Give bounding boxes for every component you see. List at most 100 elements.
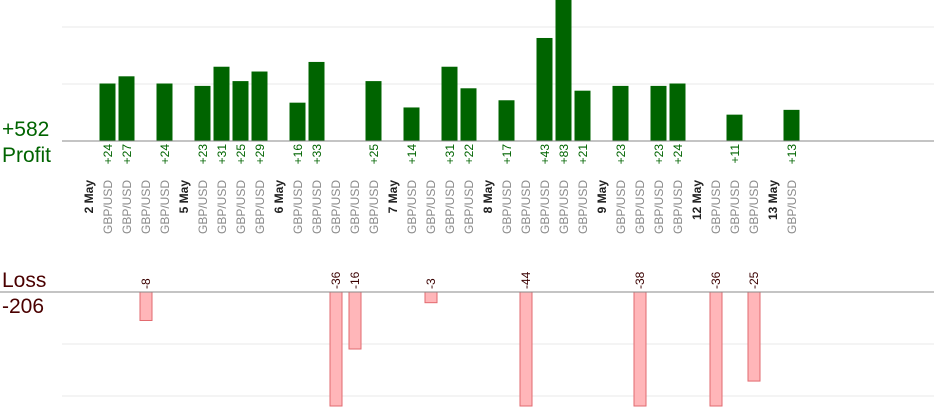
profit-value-label: +29 [253,144,267,165]
pair-label: GBP/USD [614,180,628,234]
profit-value-label: +22 [462,144,476,165]
loss-value-label: -36 [709,271,723,289]
date-label: 7 May [386,180,400,214]
profit-value-label: +24 [101,144,115,165]
pair-label: GBP/USD [671,180,685,234]
profit-value-label: +23 [196,144,210,165]
profit-value-label: +16 [291,144,305,165]
profit-bar [612,85,629,141]
pair-label: GBP/USD [728,180,742,234]
bars [99,0,800,407]
loss-bar [348,291,362,350]
pair-label: GBP/USD [234,180,248,234]
pair-label: GBP/USD [310,180,324,234]
profit-value-label: +17 [500,144,514,165]
loss-label: Loss [2,269,47,292]
loss-bar [424,291,438,304]
date-label: 9 May [595,180,609,214]
pair-label: GBP/USD [557,180,571,234]
profit-value-label: +24 [158,144,172,165]
pair-label: GBP/USD [519,180,533,234]
loss-value-label: -3 [424,278,438,289]
loss-bar [139,291,153,321]
profit-value-label: +83 [557,144,571,165]
pair-label: GBP/USD [652,180,666,234]
loss-total: -206 [2,295,45,318]
labels: 2 May GBP/USD +24 GBP/USD +27 GBP/USD -8 GBP/US… [82,144,799,289]
profit-label: Profit [2,144,52,167]
date-label: 12 May [690,180,704,220]
profit-bar [308,61,325,141]
profit-value-label: +43 [538,144,552,165]
profit-value-label: +14 [405,144,419,165]
profit-bar [99,83,116,141]
pair-label: GBP/USD [215,180,229,234]
profit-bar [460,88,477,141]
profit-bar [726,114,743,141]
pair-label: GBP/USD [253,180,267,234]
pair-label: GBP/USD [139,180,153,234]
pair-label: GBP/USD [424,180,438,234]
date-label: 2 May [82,180,96,214]
profit-value-label: +27 [120,144,134,165]
pair-label: GBP/USD [709,180,723,234]
pair-label: GBP/USD [196,180,210,234]
loss-bar [519,291,533,407]
pair-label: GBP/USD [348,180,362,234]
profit-bar [574,90,591,141]
pair-label: GBP/USD [576,180,590,234]
profit-value-label: +25 [234,144,248,165]
profit-bar [536,37,553,141]
pair-label: GBP/USD [367,180,381,234]
loss-value-label: -44 [519,271,533,289]
pair-label: GBP/USD [120,180,134,234]
loss-bar [633,291,647,407]
date-label: 13 May [766,180,780,220]
pair-label: GBP/USD [443,180,457,234]
profit-bar [783,109,800,141]
pair-label: GBP/USD [291,180,305,234]
profit-bar [118,76,135,141]
loss-value-label: -25 [747,271,761,289]
profit-value-label: +31 [215,144,229,165]
loss-bar [747,291,761,382]
loss-bar [709,291,723,407]
profit-value-label: +23 [614,144,628,165]
profit-bar [650,85,667,141]
profit-bar [441,66,458,141]
pair-label: GBP/USD [101,180,115,234]
profit-bar [194,85,211,141]
pair-label: GBP/USD [538,180,552,234]
profit-value-label: +31 [443,144,457,165]
loss-value-label: -8 [139,278,153,289]
profit-bar [555,0,572,141]
pair-label: GBP/USD [329,180,343,234]
profit-value-label: +11 [728,144,742,164]
grid-lines [62,26,934,397]
profit-value-label: +13 [785,144,799,165]
loss-value-label: -16 [348,271,362,289]
profit-bar [289,102,306,141]
profit-value-label: +33 [310,144,324,165]
profit-bar [365,81,382,141]
date-label: 8 May [481,180,495,214]
profit-bar [232,81,249,141]
pair-label: GBP/USD [633,180,647,234]
pair-label: GBP/USD [158,180,172,234]
loss-value-label: -36 [329,271,343,289]
pair-label: GBP/USD [747,180,761,234]
profit-bar [669,83,686,141]
date-label: 6 May [272,180,286,214]
profit-total: +582 [2,118,50,141]
profit-value-label: +24 [671,144,685,165]
pair-label: GBP/USD [405,180,419,234]
profit-bar [213,66,230,141]
pair-label: GBP/USD [462,180,476,234]
profit-value-label: +25 [367,144,381,165]
profit-bar [156,83,173,141]
pair-label: GBP/USD [785,180,799,234]
loss-value-label: -38 [633,271,647,289]
pair-label: GBP/USD [500,180,514,234]
profit-value-label: +23 [652,144,666,165]
